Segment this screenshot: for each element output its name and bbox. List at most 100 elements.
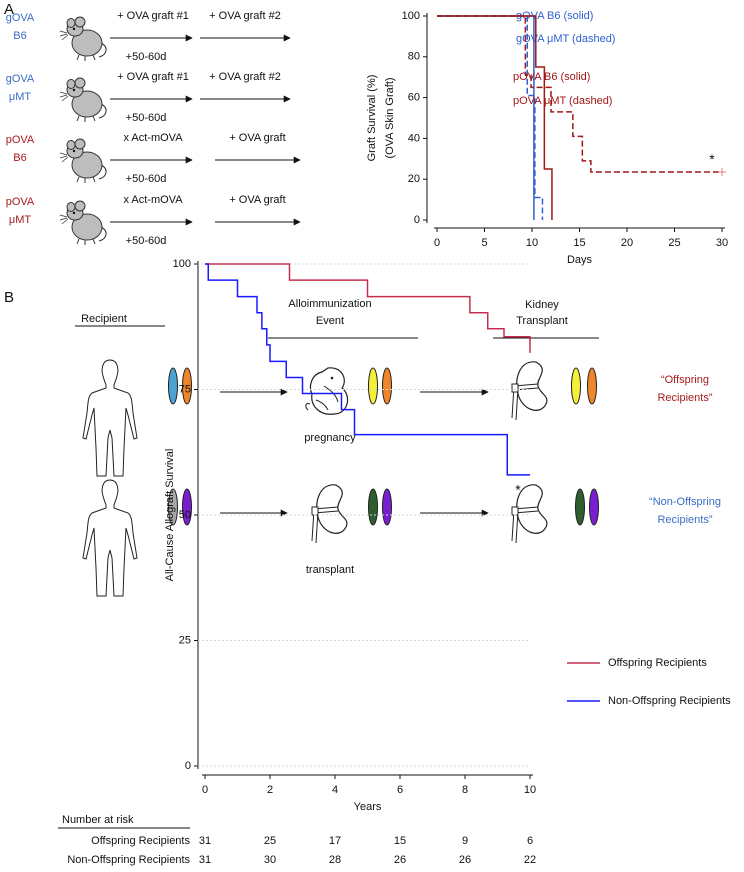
risk-value: 22: [524, 854, 536, 866]
risk-row-name: Non-Offspring Recipients: [67, 854, 190, 866]
step-label: x Act-mOVA: [123, 194, 183, 206]
mouse-icon: [59, 16, 107, 62]
interval-label: +50-60d: [126, 51, 167, 63]
y-tick-label: 50: [179, 509, 191, 521]
event-label: transplant: [306, 564, 354, 576]
x-tick-label: 15: [573, 237, 585, 249]
risk-value: 25: [264, 835, 276, 847]
group-name: pOVA: [6, 134, 35, 146]
group-name: μMT: [9, 214, 32, 226]
step-label: + OVA graft #2: [209, 10, 281, 22]
flow-arrows: [220, 388, 489, 517]
survival-curve: [437, 15, 722, 173]
x-tick-label: 6: [397, 784, 403, 796]
risk-row-name: Offspring Recipients: [91, 835, 190, 847]
x-tick-label: 0: [202, 784, 208, 796]
kidney-icon: [511, 361, 548, 421]
y-tick-label: 60: [408, 92, 420, 104]
y-tick-label: 0: [185, 760, 191, 772]
survival-curve: [437, 15, 553, 220]
step-label: + OVA graft: [229, 194, 285, 206]
x-tick-label: 0: [434, 237, 440, 249]
legend-label: pOVA μMT (dashed): [513, 95, 612, 107]
x-tick-label: 4: [332, 784, 338, 796]
x-tick-label: 10: [526, 237, 538, 249]
step-label: + OVA graft #1: [117, 71, 189, 83]
group-name: B6: [13, 30, 26, 42]
y-axis-label: (OVA Skin Graft): [384, 77, 396, 158]
group-label: Recipients”: [657, 392, 712, 404]
x-tick-label: 8: [462, 784, 468, 796]
mouse-icon: [59, 138, 107, 184]
y-tick-label: 25: [179, 634, 191, 646]
survival-curve: [437, 15, 535, 220]
stage-label: Kidney: [525, 299, 559, 311]
y-tick-label: 0: [414, 214, 420, 226]
stage-label: Event: [316, 315, 344, 327]
group-labels: “Offspring Recipients” “Non-Offspring Recip…: [649, 374, 721, 526]
panel-label: A: [4, 1, 14, 18]
risk-value: 15: [394, 835, 406, 847]
step-label: + OVA graft #2: [209, 71, 281, 83]
human-icon: [82, 479, 138, 597]
risk-value: 30: [264, 854, 276, 866]
legend-label: gOVA μMT (dashed): [516, 33, 615, 45]
y-tick-label: 100: [402, 10, 420, 22]
risk-value: 28: [329, 854, 341, 866]
risk-title: Number at risk: [62, 814, 134, 826]
legend-label: Non-Offspring Recipients: [608, 695, 731, 707]
x-tick-label: 10: [524, 784, 536, 796]
group-label: “Non-Offspring: [649, 496, 721, 508]
stage-label: Transplant: [516, 315, 568, 327]
panel-label: B: [4, 289, 14, 306]
survival-curve: [205, 263, 530, 476]
group-name: B6: [13, 152, 26, 164]
y-tick-label: 75: [179, 383, 191, 395]
group-name: gOVA: [6, 12, 35, 24]
risk-value: 6: [527, 835, 533, 847]
risk-value: 31: [199, 854, 211, 866]
interval-label: +50-60d: [126, 235, 167, 247]
interval-label: +50-60d: [126, 173, 167, 185]
x-tick-label: 25: [668, 237, 680, 249]
mouse-icon: [59, 200, 107, 246]
human-icon: [82, 359, 138, 477]
interval-label: +50-60d: [126, 112, 167, 124]
y-tick-label: 20: [408, 173, 420, 185]
step-label: + OVA graft #1: [117, 10, 189, 22]
stage-label: Alloimmunization: [288, 298, 371, 310]
kidney-icon: [311, 484, 348, 544]
censor-mark: [718, 168, 726, 177]
group-name: pOVA: [6, 196, 35, 208]
group-label: Recipients”: [657, 514, 712, 526]
y-tick-label: 40: [408, 132, 420, 144]
group-name: μMT: [9, 91, 32, 103]
y-tick-label: 80: [408, 51, 420, 63]
survival-curve: [437, 15, 544, 220]
antigen-ellipses: [168, 367, 599, 526]
step-label: + OVA graft: [229, 132, 285, 144]
x-tick-label: 5: [481, 237, 487, 249]
x-tick-label: 2: [267, 784, 273, 796]
group-name: gOVA: [6, 73, 35, 85]
risk-value: 9: [462, 835, 468, 847]
y-axis-label: Graft Survival (%): [366, 75, 378, 162]
y-tick-label: 100: [173, 258, 191, 270]
x-axis-label: Days: [567, 254, 593, 266]
survival-curve: [205, 263, 531, 353]
legend-label: Offspring Recipients: [608, 657, 707, 669]
risk-value: 26: [394, 854, 406, 866]
y-axis-label: All-Cause Allograft Survival: [164, 449, 176, 582]
x-tick-label: 20: [621, 237, 633, 249]
risk-value: 17: [329, 835, 341, 847]
annotation: *: [709, 151, 715, 167]
x-tick-label: 30: [716, 237, 728, 249]
group-label: “Offspring: [661, 374, 709, 386]
mouse-icon: [59, 77, 107, 123]
step-label: x Act-mOVA: [123, 132, 183, 144]
annotation: *: [515, 482, 521, 498]
event-label: pregnancy: [304, 432, 356, 444]
